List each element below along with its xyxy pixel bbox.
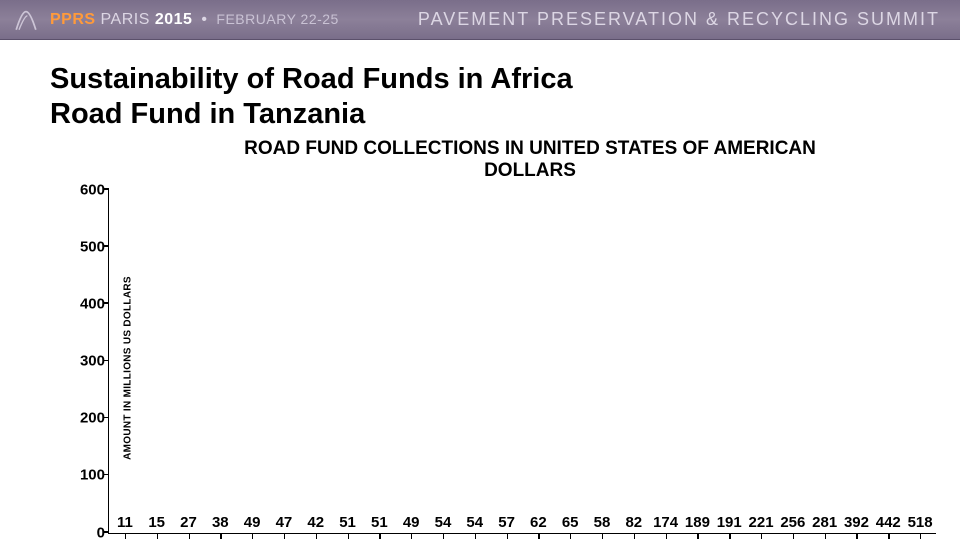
x-tick-mark [443, 533, 444, 539]
y-tick-mark [104, 417, 109, 419]
x-tick-mark [189, 533, 190, 539]
y-tick-mark [104, 302, 109, 304]
x-tick-mark [888, 533, 889, 539]
x-tick-mark [761, 533, 762, 539]
chart-container: AMOUNT IN MILLIONS US DOLLARS 1115273849… [40, 182, 940, 540]
summit-logo-icon [12, 6, 40, 34]
bar-value-label: 15 [148, 514, 165, 531]
y-tick-mark [104, 188, 109, 190]
banner-year: 2015 [155, 11, 193, 28]
y-tick-label: 400 [61, 295, 105, 312]
x-tick-mark [920, 533, 921, 539]
x-tick-mark [825, 533, 826, 539]
x-tick-mark [666, 533, 667, 539]
bar-value-label: 51 [339, 514, 356, 531]
x-tick-mark [284, 533, 285, 539]
x-tick-mark [729, 533, 730, 539]
x-tick-mark [475, 533, 476, 539]
x-tick-mark [220, 533, 221, 539]
bar-value-label: 174 [653, 514, 678, 531]
slide-title: Sustainability of Road Funds in Africa R… [50, 62, 930, 132]
x-tick-mark [856, 533, 857, 539]
x-tick-mark [602, 533, 603, 539]
conference-banner: PPRS PARIS 2015 • FEBRUARY 22-25 PAVEMEN… [0, 0, 960, 40]
x-tick-mark [507, 533, 508, 539]
x-tick-mark [379, 533, 380, 539]
bar-value-label: 62 [530, 514, 547, 531]
bar-value-label: 58 [594, 514, 611, 531]
x-tick-mark [125, 533, 126, 539]
bar-value-label: 221 [749, 514, 774, 531]
bar-value-label: 42 [307, 514, 324, 531]
banner-dates: FEBRUARY 22-25 [216, 11, 338, 27]
bar-value-label: 518 [908, 514, 933, 531]
bar-value-label: 256 [780, 514, 805, 531]
slide-title-line1: Sustainability of Road Funds in Africa [50, 63, 573, 95]
bar-value-label: 57 [498, 514, 515, 531]
bar-value-label: 47 [276, 514, 293, 531]
slide-body: Sustainability of Road Funds in Africa R… [0, 40, 960, 540]
bar-value-label: 27 [180, 514, 197, 531]
x-tick-mark [411, 533, 412, 539]
banner-summit-name: PAVEMENT PRESERVATION & RECYCLING SUMMIT [418, 9, 940, 30]
bar-value-label: 51 [371, 514, 388, 531]
x-tick-mark [316, 533, 317, 539]
y-tick-mark [104, 245, 109, 247]
y-tick-label: 300 [61, 353, 105, 370]
banner-paris: PARIS [101, 11, 150, 28]
x-tick-mark [252, 533, 253, 539]
bar-value-label: 54 [466, 514, 483, 531]
chart-title: ROAD FUND COLLECTIONS IN UNITED STATES O… [50, 138, 930, 182]
bar-value-label: 49 [244, 514, 261, 531]
banner-left-text: PPRS PARIS 2015 • FEBRUARY 22-25 [50, 11, 339, 29]
y-tick-label: 100 [61, 467, 105, 484]
chart-plot-area: 11 15 27 38 49 47 42 51 51 49 54 54 57 62 65 58 82 174 189… [108, 190, 936, 534]
bar-value-label: 191 [717, 514, 742, 531]
bar-value-label: 49 [403, 514, 420, 531]
banner-sep: • [201, 11, 207, 28]
x-tick-mark [634, 533, 635, 539]
bar-value-label: 11 [117, 514, 133, 531]
y-tick-label: 200 [61, 410, 105, 427]
y-tick-label: 600 [61, 181, 105, 198]
chart-bars-group: 11 15 27 38 49 47 42 51 51 49 54 54 57 62 65 58 82 174 189… [109, 190, 936, 533]
chart-title-line2: DOLLARS [484, 160, 576, 181]
x-tick-mark [157, 533, 158, 539]
bar-value-label: 392 [844, 514, 869, 531]
x-tick-mark [697, 533, 698, 539]
bar-value-label: 38 [212, 514, 229, 531]
bar-value-label: 442 [876, 514, 901, 531]
bar-value-label: 65 [562, 514, 579, 531]
bar-value-label: 82 [625, 514, 642, 531]
x-tick-mark [570, 533, 571, 539]
y-tick-mark [104, 360, 109, 362]
chart-title-line1: ROAD FUND COLLECTIONS IN UNITED STATES O… [244, 138, 816, 159]
slide-title-line2: Road Fund in Tanzania [50, 98, 365, 130]
bar-value-label: 189 [685, 514, 710, 531]
banner-pprs: PPRS [50, 11, 96, 28]
x-tick-mark [538, 533, 539, 539]
bar-value-label: 281 [812, 514, 837, 531]
y-tick-label: 0 [61, 524, 105, 540]
y-tick-mark [104, 531, 109, 533]
bar-value-label: 54 [435, 514, 452, 531]
y-tick-mark [104, 474, 109, 476]
x-tick-mark [793, 533, 794, 539]
x-tick-mark [348, 533, 349, 539]
y-tick-label: 500 [61, 238, 105, 255]
